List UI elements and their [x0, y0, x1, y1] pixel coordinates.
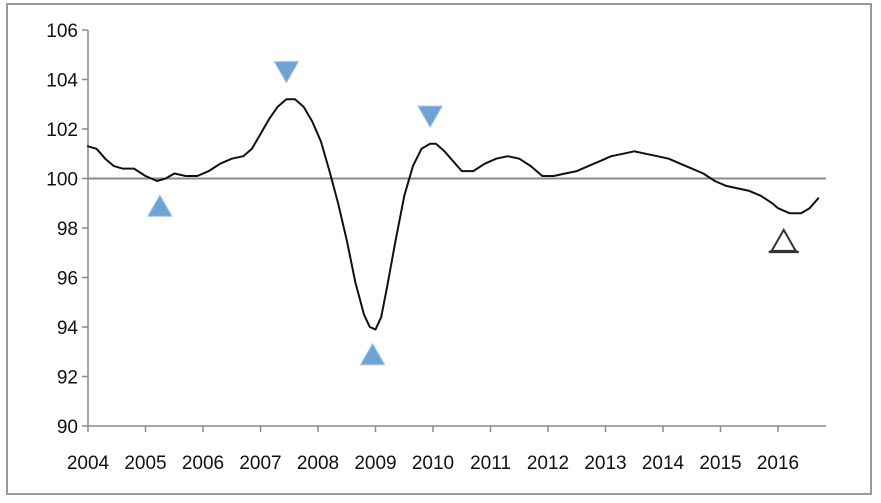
y-tick-label: 104 [46, 71, 78, 92]
y-tick-label: 106 [46, 21, 78, 42]
x-tick-label: 2013 [584, 453, 626, 474]
x-tick-label: 2007 [239, 453, 281, 474]
x-tick-label: 2011 [470, 453, 511, 474]
trough-marker [359, 342, 386, 366]
y-tick-label: 92 [57, 368, 78, 389]
x-tick-label: 2016 [757, 453, 799, 474]
x-axis-ticks: 2004 2005 2006 2007 2008 2009 2010 2011 2012 2013… [67, 426, 799, 474]
y-axis-ticks: 90 92 94 96 98 100 102 104 106 [46, 21, 88, 438]
peak-marker [417, 105, 443, 129]
series-group [87, 98, 820, 331]
series-line [87, 98, 820, 331]
axes [87, 30, 826, 427]
x-tick-label: 2015 [699, 453, 741, 474]
trough-marker [147, 194, 173, 217]
peak-marker [273, 61, 300, 84]
y-tick-label: 94 [57, 318, 79, 339]
x-tick-label: 2010 [412, 453, 454, 474]
x-tick-label: 2012 [527, 453, 569, 474]
y-tick-label: 102 [46, 120, 78, 141]
x-tick-label: 2006 [182, 453, 224, 474]
y-tick-label: 100 [46, 170, 78, 191]
x-tick-label: 2004 [67, 453, 110, 474]
y-tick-label: 90 [57, 417, 78, 438]
y-tick-label: 96 [57, 269, 78, 290]
y-tick-label: 98 [57, 219, 78, 240]
chart-frame [6, 3, 872, 495]
x-tick-label: 2005 [124, 453, 166, 474]
x-tick-label: 2014 [642, 453, 685, 474]
trough-marker-outline [769, 227, 798, 252]
x-tick-label: 2008 [297, 453, 339, 474]
turning-point-markers [147, 61, 799, 366]
x-tick-label: 2009 [354, 453, 396, 474]
